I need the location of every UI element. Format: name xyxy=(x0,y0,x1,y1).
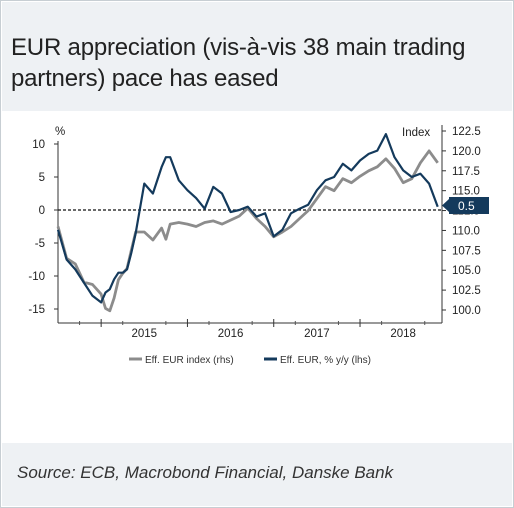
x-tick-label: 2017 xyxy=(304,328,330,340)
right-tick-label: 110.0 xyxy=(452,225,480,237)
left-axis-ticks: 10 5 0 -5 -10 -15 xyxy=(28,139,58,316)
end-value-badge-text: 0.5 xyxy=(458,199,475,213)
x-axis-ticks: 2015 2016 2017 2018 xyxy=(79,319,426,340)
right-axis-ticks: 122.5120.0117.5115.0112.5110.0107.5105.0… xyxy=(442,126,481,317)
x-tick-label: 2016 xyxy=(218,328,244,340)
left-tick-label: 10 xyxy=(32,139,45,151)
left-tick-label: -10 xyxy=(28,271,45,283)
left-tick-label: 5 xyxy=(39,172,45,184)
x-tick-label: 2015 xyxy=(131,328,157,340)
chart-area: % Index 10 5 0 -5 -10 -15 122.5 120.0 117.5 115.… xyxy=(2,111,512,441)
right-tick-label: 107.5 xyxy=(452,245,481,257)
end-value-badge-arrow xyxy=(442,199,449,212)
left-tick-label: -5 xyxy=(35,238,45,250)
legend: Eff. EUR index (rhs) Eff. EUR, % y/y (lh… xyxy=(129,355,371,366)
series-line-eff-eur-yy xyxy=(56,133,439,304)
title-band xyxy=(2,2,512,111)
source-band xyxy=(2,443,512,506)
x-tick-label: 2018 xyxy=(390,328,416,340)
source-note: Source: ECB, Macrobond Financial, Danske… xyxy=(17,463,394,482)
right-axis-title: Index xyxy=(402,127,430,139)
right-tick-label: 102.5 xyxy=(452,285,481,297)
right-tick-label: 117.5 xyxy=(452,166,480,178)
end-value-badge: 0.5 xyxy=(442,197,489,214)
chart-svg: % Index 10 5 0 -5 -10 -15 122.5 120.0 117.5 115.… xyxy=(28,125,489,366)
right-tick-label: 122.5 xyxy=(452,126,481,138)
chart-title: EUR appreciation (vis-à-vis 38 main trad… xyxy=(11,34,466,92)
right-tick-label: 100.0 xyxy=(452,305,481,317)
right-tick-label: 120.0 xyxy=(452,146,481,158)
left-tick-label: 0 xyxy=(39,205,45,217)
end-value-badge-box xyxy=(449,197,489,214)
legend-label-index: Eff. EUR index (rhs) xyxy=(145,355,234,366)
left-axis-title: % xyxy=(55,126,65,138)
left-tick-label: -15 xyxy=(28,304,45,316)
right-tick-label: 115.0 xyxy=(452,186,480,198)
series-line-eff-eur-index xyxy=(56,149,439,313)
legend-label-yy: Eff. EUR, % y/y (lhs) xyxy=(280,355,371,366)
right-tick-label: 105.0 xyxy=(452,265,481,277)
